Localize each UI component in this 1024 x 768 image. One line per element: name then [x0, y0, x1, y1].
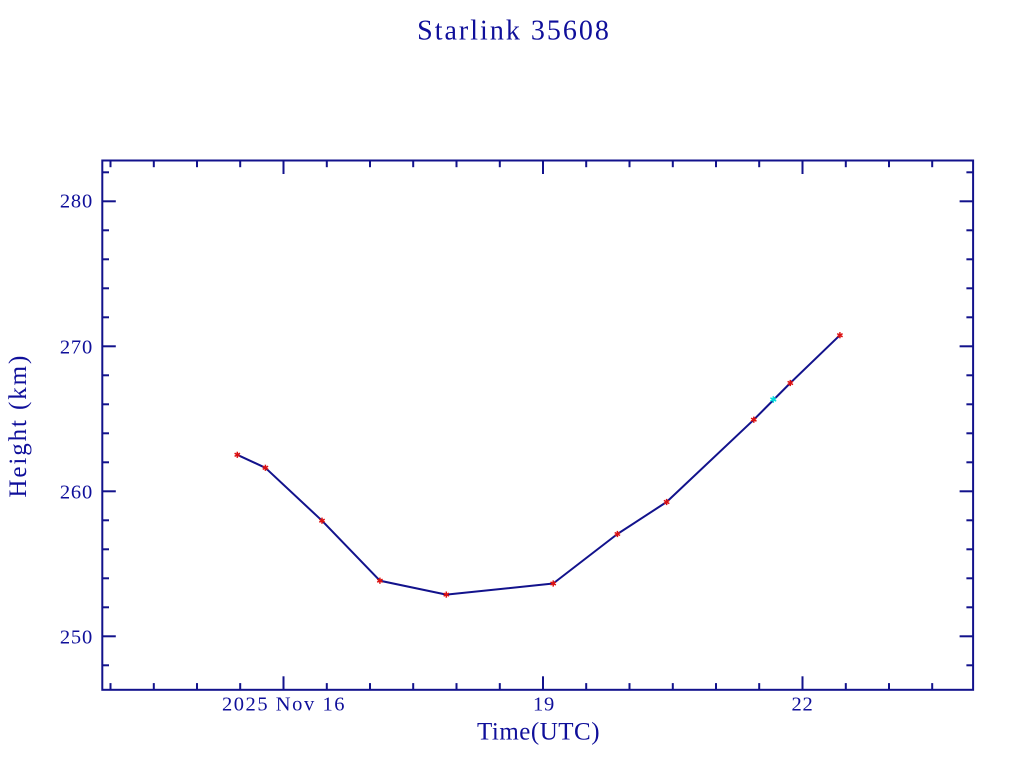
svg-text:Time(UTC): Time(UTC) [477, 719, 600, 746]
svg-text:22: 22 [791, 694, 813, 716]
svg-text:270: 270 [60, 336, 93, 358]
svg-text:Starlink 35608: Starlink 35608 [417, 16, 611, 47]
svg-text:Height (km): Height (km) [5, 354, 32, 498]
svg-text:2025 Nov 16: 2025 Nov 16 [222, 694, 346, 716]
svg-text:250: 250 [60, 626, 93, 648]
svg-text:260: 260 [60, 481, 93, 503]
svg-text:280: 280 [60, 190, 93, 212]
svg-text:19: 19 [533, 694, 555, 716]
